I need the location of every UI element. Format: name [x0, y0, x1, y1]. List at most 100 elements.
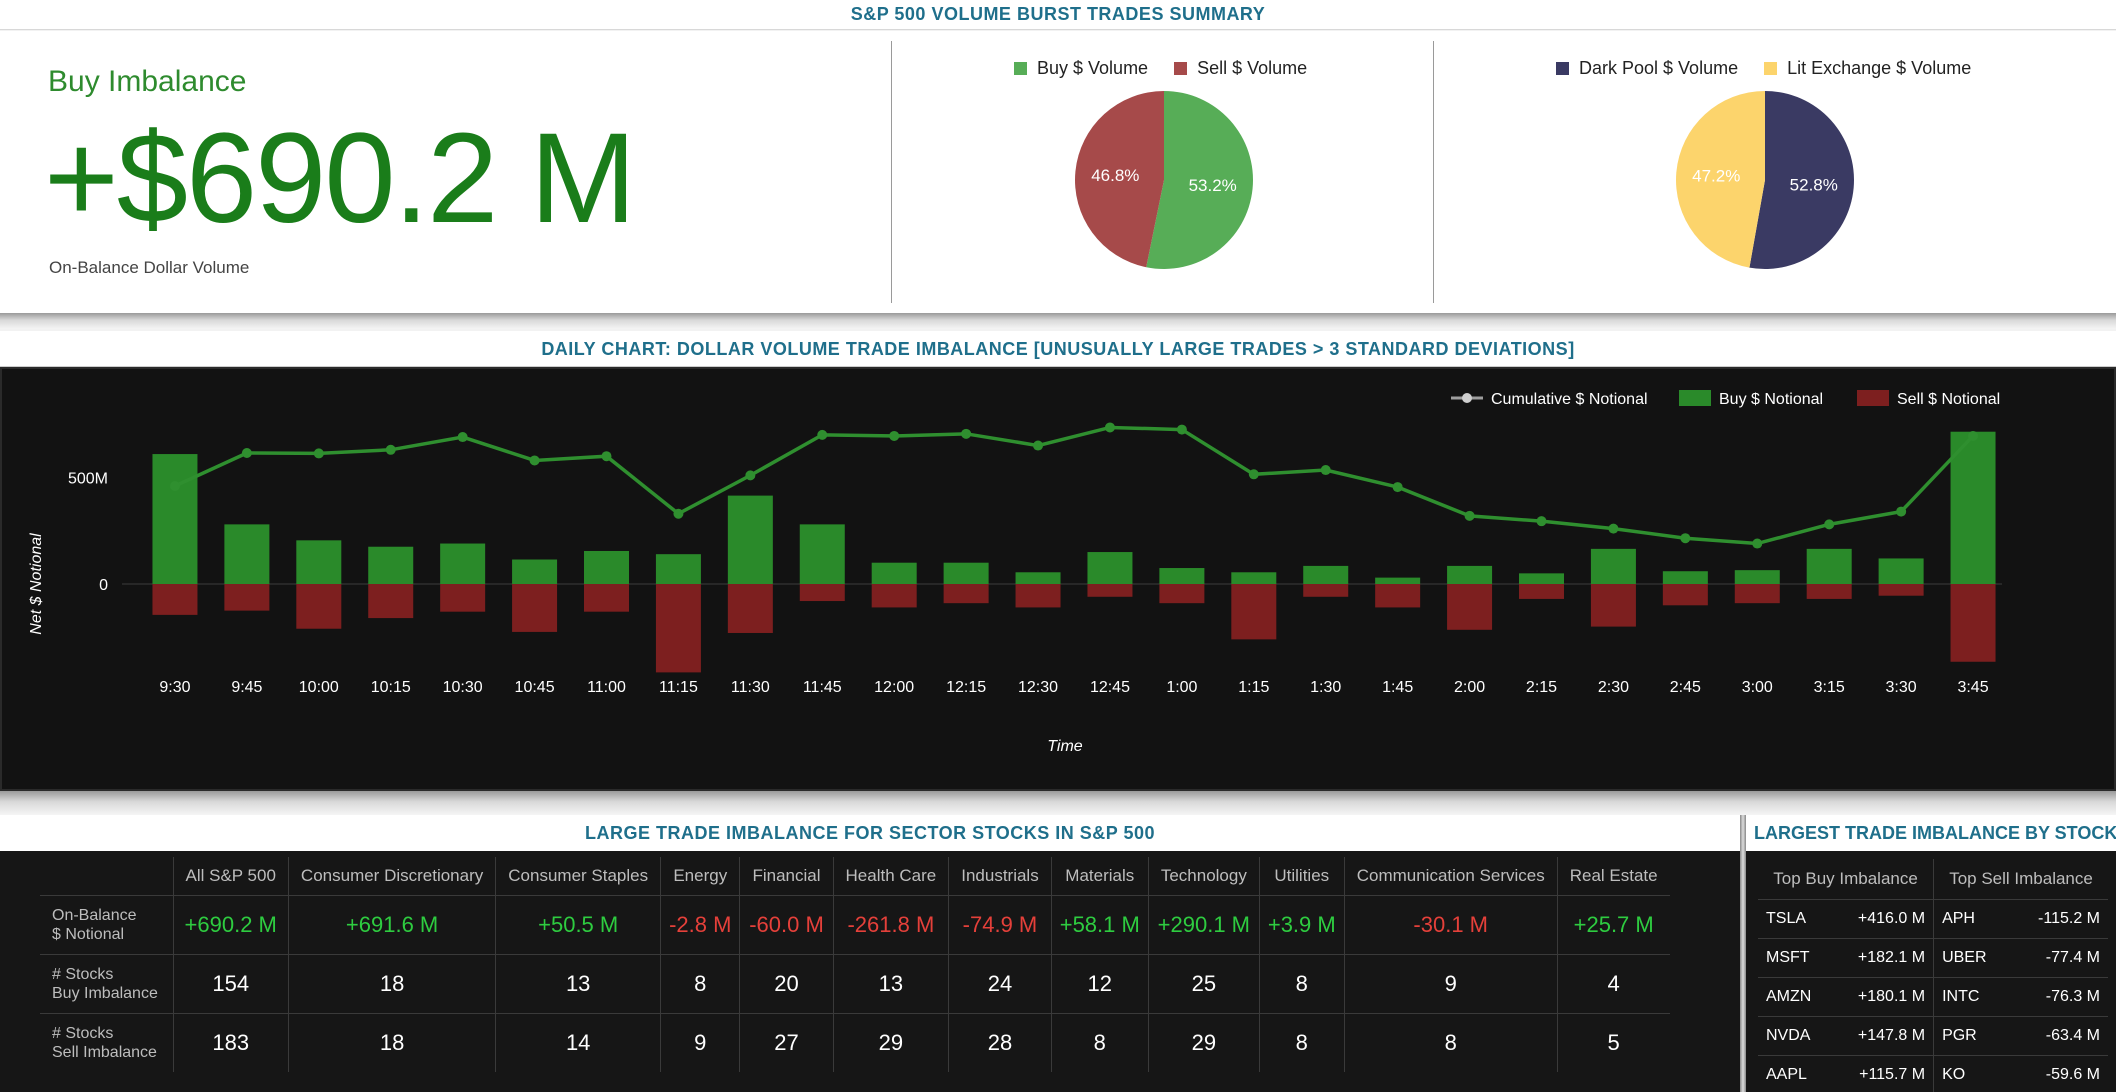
sell-bar[interactable]	[943, 584, 989, 604]
buy-bar[interactable]	[799, 524, 845, 584]
cumulative-point[interactable]	[673, 508, 684, 519]
sell-bar[interactable]	[655, 584, 701, 673]
sell-bar[interactable]	[1375, 584, 1421, 608]
sell-bar[interactable]	[1447, 584, 1493, 630]
cumulative-point[interactable]	[169, 481, 180, 492]
buy-sell-pie[interactable]: 53.2% 46.8%	[1072, 88, 1256, 277]
sell-bar[interactable]	[1590, 584, 1636, 627]
sell-bar[interactable]	[296, 584, 342, 629]
cumulative-point[interactable]	[1033, 440, 1044, 451]
cumulative-point[interactable]	[817, 429, 828, 440]
sell-bar[interactable]	[1231, 584, 1277, 640]
buy-bar[interactable]	[584, 550, 629, 584]
sell-bar[interactable]	[1734, 584, 1780, 604]
buy-bar[interactable]	[1878, 558, 1924, 584]
sell-bar[interactable]	[1015, 584, 1061, 608]
cumulative-point[interactable]	[1968, 430, 1979, 441]
buy-bar[interactable]	[1950, 431, 1996, 584]
sell-bar[interactable]	[1519, 584, 1564, 599]
stock-column-header[interactable]: Top Buy Imbalance	[1758, 859, 1934, 900]
sell-bar[interactable]	[440, 584, 486, 612]
sell-bar[interactable]	[584, 584, 629, 612]
buy-bar[interactable]	[1087, 552, 1133, 584]
sell-bar[interactable]	[1878, 584, 1924, 596]
cumulative-point[interactable]	[961, 428, 972, 439]
sector-column-header[interactable]: Energy	[660, 857, 740, 895]
sector-column-header[interactable]: All S&P 500	[172, 857, 289, 895]
buy-bar[interactable]	[152, 454, 198, 584]
cumulative-point[interactable]	[1464, 510, 1475, 521]
sector-column-header[interactable]: Industrials	[948, 857, 1052, 895]
sell-bar[interactable]	[512, 584, 558, 632]
buy-bar[interactable]	[1806, 548, 1852, 584]
table-row[interactable]: TSLA +416.0 M APH -115.2 M	[1758, 899, 2108, 939]
sell-bar[interactable]	[368, 584, 414, 619]
buy-bar[interactable]	[296, 540, 342, 584]
cumulative-point[interactable]	[1896, 506, 1907, 517]
cumulative-point[interactable]	[1752, 538, 1763, 549]
table-row[interactable]: MSFT +182.1 M UBER -77.4 M	[1758, 938, 2108, 978]
buy-bar[interactable]	[440, 543, 486, 584]
table-row[interactable]: NVDA +147.8 M PGR -63.4 M	[1758, 1016, 2108, 1056]
buy-bar[interactable]	[512, 559, 558, 584]
buy-bar[interactable]	[943, 562, 989, 584]
sector-column-header[interactable]: Consumer Staples	[495, 857, 661, 895]
sell-bar[interactable]	[1662, 584, 1708, 606]
legend-item-sell-volume[interactable]: Sell $ Volume	[1174, 58, 1307, 79]
cumulative-point[interactable]	[1320, 465, 1331, 476]
cumulative-point[interactable]	[889, 430, 900, 441]
cumulative-point[interactable]	[1248, 469, 1259, 480]
cumulative-point[interactable]	[385, 444, 396, 455]
sell-bar[interactable]	[1303, 584, 1349, 597]
cumulative-point[interactable]	[601, 451, 612, 462]
cumulative-point[interactable]	[313, 448, 324, 459]
buy-bar[interactable]	[1303, 565, 1349, 584]
buy-bar[interactable]	[224, 524, 270, 584]
buy-bar[interactable]	[1734, 570, 1780, 584]
buy-bar[interactable]	[1519, 573, 1564, 584]
sector-column-header[interactable]: Communication Services	[1343, 857, 1558, 895]
sell-bar[interactable]	[1159, 584, 1205, 604]
sector-column-header[interactable]: Consumer Discretionary	[287, 857, 496, 895]
sell-bar[interactable]	[1950, 584, 1996, 662]
sell-bar[interactable]	[224, 584, 270, 611]
sector-column-header[interactable]: Utilities	[1258, 857, 1345, 895]
buy-bar[interactable]	[1662, 571, 1708, 584]
buy-bar[interactable]	[368, 546, 414, 584]
cumulative-point[interactable]	[1392, 482, 1403, 493]
buy-bar[interactable]	[1590, 548, 1636, 584]
legend-label[interactable]: Sell $ Notional	[1897, 391, 2000, 408]
sell-bar[interactable]	[727, 584, 773, 633]
sell-bar[interactable]	[1087, 584, 1133, 597]
sell-bar[interactable]	[152, 584, 198, 615]
cumulative-point[interactable]	[1104, 422, 1115, 433]
cumulative-point[interactable]	[745, 470, 756, 481]
legend-item-lit-exchange[interactable]: Lit Exchange $ Volume	[1764, 58, 1971, 79]
stock-column-header[interactable]: Top Sell Imbalance	[1933, 859, 2108, 900]
buy-bar[interactable]	[727, 495, 773, 584]
sector-column-header[interactable]: Materials	[1050, 857, 1149, 895]
sell-bar[interactable]	[1806, 584, 1852, 599]
cumulative-line[interactable]	[174, 425, 1975, 546]
sell-bar[interactable]	[871, 584, 917, 608]
daily-chart[interactable]: 0 500M Net $ Notional Time 9:30 9:45 10:00 10:1…	[0, 367, 2116, 791]
sector-column-header[interactable]: Technology	[1147, 857, 1260, 895]
legend-label[interactable]: Buy $ Notional	[1719, 391, 1823, 408]
cumulative-point[interactable]	[1536, 516, 1547, 527]
cumulative-point[interactable]	[1608, 523, 1619, 534]
pie-slice[interactable]	[1146, 91, 1253, 269]
sector-column-header[interactable]: Financial	[739, 857, 834, 895]
sector-column-header[interactable]: Health Care	[832, 857, 949, 895]
cumulative-point[interactable]	[241, 448, 252, 459]
pie-slice[interactable]	[1075, 91, 1164, 268]
sell-bar[interactable]	[799, 584, 845, 602]
cumulative-point[interactable]	[529, 455, 540, 466]
table-row[interactable]: AMZN +180.1 M INTC -76.3 M	[1758, 977, 2108, 1017]
sector-column-header[interactable]: Real Estate	[1556, 857, 1670, 895]
cumulative-point[interactable]	[1680, 533, 1691, 544]
buy-bar[interactable]	[1375, 577, 1421, 584]
venue-pie[interactable]: 52.8% 47.2%	[1673, 88, 1857, 277]
legend-item-dark-pool[interactable]: Dark Pool $ Volume	[1556, 58, 1738, 79]
cumulative-point[interactable]	[457, 432, 468, 443]
buy-bar[interactable]	[871, 562, 917, 584]
